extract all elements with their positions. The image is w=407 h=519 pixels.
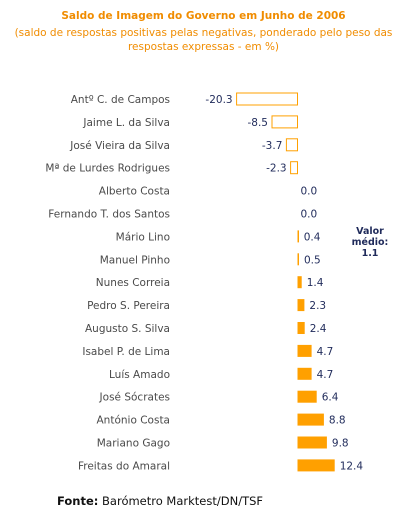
value-label: 0.0: [301, 209, 318, 221]
value-label: 4.7: [317, 369, 334, 381]
category-label: Alberto Costa: [99, 186, 170, 198]
category-label: Fernando T. dos Santos: [48, 209, 170, 221]
category-label: Antº C. de Campos: [71, 94, 170, 106]
value-label: 0.0: [301, 186, 318, 198]
bar: [297, 459, 335, 472]
category-label: Augusto S. Silva: [85, 323, 170, 335]
bar: [297, 367, 312, 380]
bar: [297, 299, 305, 312]
category-label: Mariano Gago: [97, 438, 170, 450]
bar: [297, 413, 324, 426]
bar: [297, 276, 302, 289]
bar: [297, 230, 299, 243]
value-label: -8.5: [248, 117, 269, 129]
category-label: José Sócrates: [99, 392, 170, 404]
category-label: Nunes Correia: [96, 277, 170, 289]
value-label: 9.8: [332, 438, 349, 450]
bar: [297, 390, 317, 403]
bar: [285, 138, 298, 152]
category-label: Jaime L. da Silva: [82, 117, 170, 129]
category-label: Pedro S. Pereira: [87, 300, 170, 312]
value-label: -2.3: [266, 163, 287, 175]
source-label: Fonte:: [57, 494, 99, 508]
category-label: António Costa: [97, 415, 171, 427]
bar: [297, 436, 327, 449]
value-label: 4.7: [317, 346, 334, 358]
bar: [297, 344, 312, 357]
value-label: 12.4: [340, 460, 364, 472]
value-label: 6.4: [322, 392, 339, 404]
source-text: Barómetro Marktest/DN/TSF: [102, 494, 264, 508]
value-label: 0.4: [304, 231, 321, 243]
value-label: -3.7: [262, 140, 283, 152]
bar: [236, 92, 299, 106]
average-line-1: Valor: [356, 226, 384, 237]
category-label: Isabel P. de Lima: [82, 346, 170, 358]
bar: [290, 161, 299, 175]
category-label: Mª de Lurdes Rodrigues: [45, 163, 170, 175]
category-label: Mário Lino: [116, 231, 170, 243]
bar: [297, 253, 299, 266]
average-value: 1.1: [361, 248, 379, 259]
bar: [297, 322, 305, 334]
source-note: Fonte: Barómetro Marktest/DN/TSF: [57, 494, 263, 508]
bar: [271, 115, 298, 129]
value-label: 0.5: [304, 254, 321, 266]
value-label: 2.3: [309, 300, 326, 312]
value-label: -20.3: [205, 94, 232, 106]
value-label: 2.4: [310, 323, 327, 335]
chart-title: Saldo de Imagem do Governo em Junho de 2…: [61, 10, 346, 22]
value-label: 8.8: [329, 415, 346, 427]
category-label: José Vieira da Silva: [69, 140, 170, 152]
average-annotation: Valor médio: 1.1: [350, 226, 390, 259]
category-label: Luís Amado: [109, 369, 170, 381]
value-label: 1.4: [307, 277, 324, 289]
chart-subtitle: (saldo de respostas positivas pelas nega…: [14, 27, 393, 53]
category-label: Manuel Pinho: [100, 254, 170, 266]
category-label: Freitas do Amaral: [78, 460, 170, 472]
average-line-2: médio:: [351, 237, 389, 248]
